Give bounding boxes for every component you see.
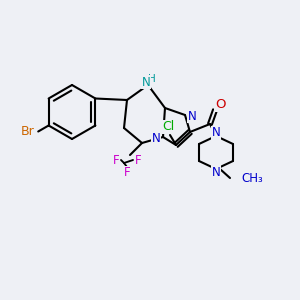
- Text: N: N: [152, 131, 160, 145]
- Text: N: N: [188, 110, 196, 122]
- Text: O: O: [215, 98, 225, 112]
- Text: F: F: [124, 167, 130, 179]
- Text: Br: Br: [20, 125, 34, 138]
- Text: CH₃: CH₃: [241, 172, 263, 184]
- Text: F: F: [113, 154, 119, 166]
- Text: F: F: [135, 154, 141, 166]
- Text: N: N: [212, 166, 220, 178]
- Text: Cl: Cl: [162, 121, 174, 134]
- Text: H: H: [148, 74, 156, 84]
- Text: N: N: [142, 76, 150, 88]
- Text: N: N: [212, 127, 220, 140]
